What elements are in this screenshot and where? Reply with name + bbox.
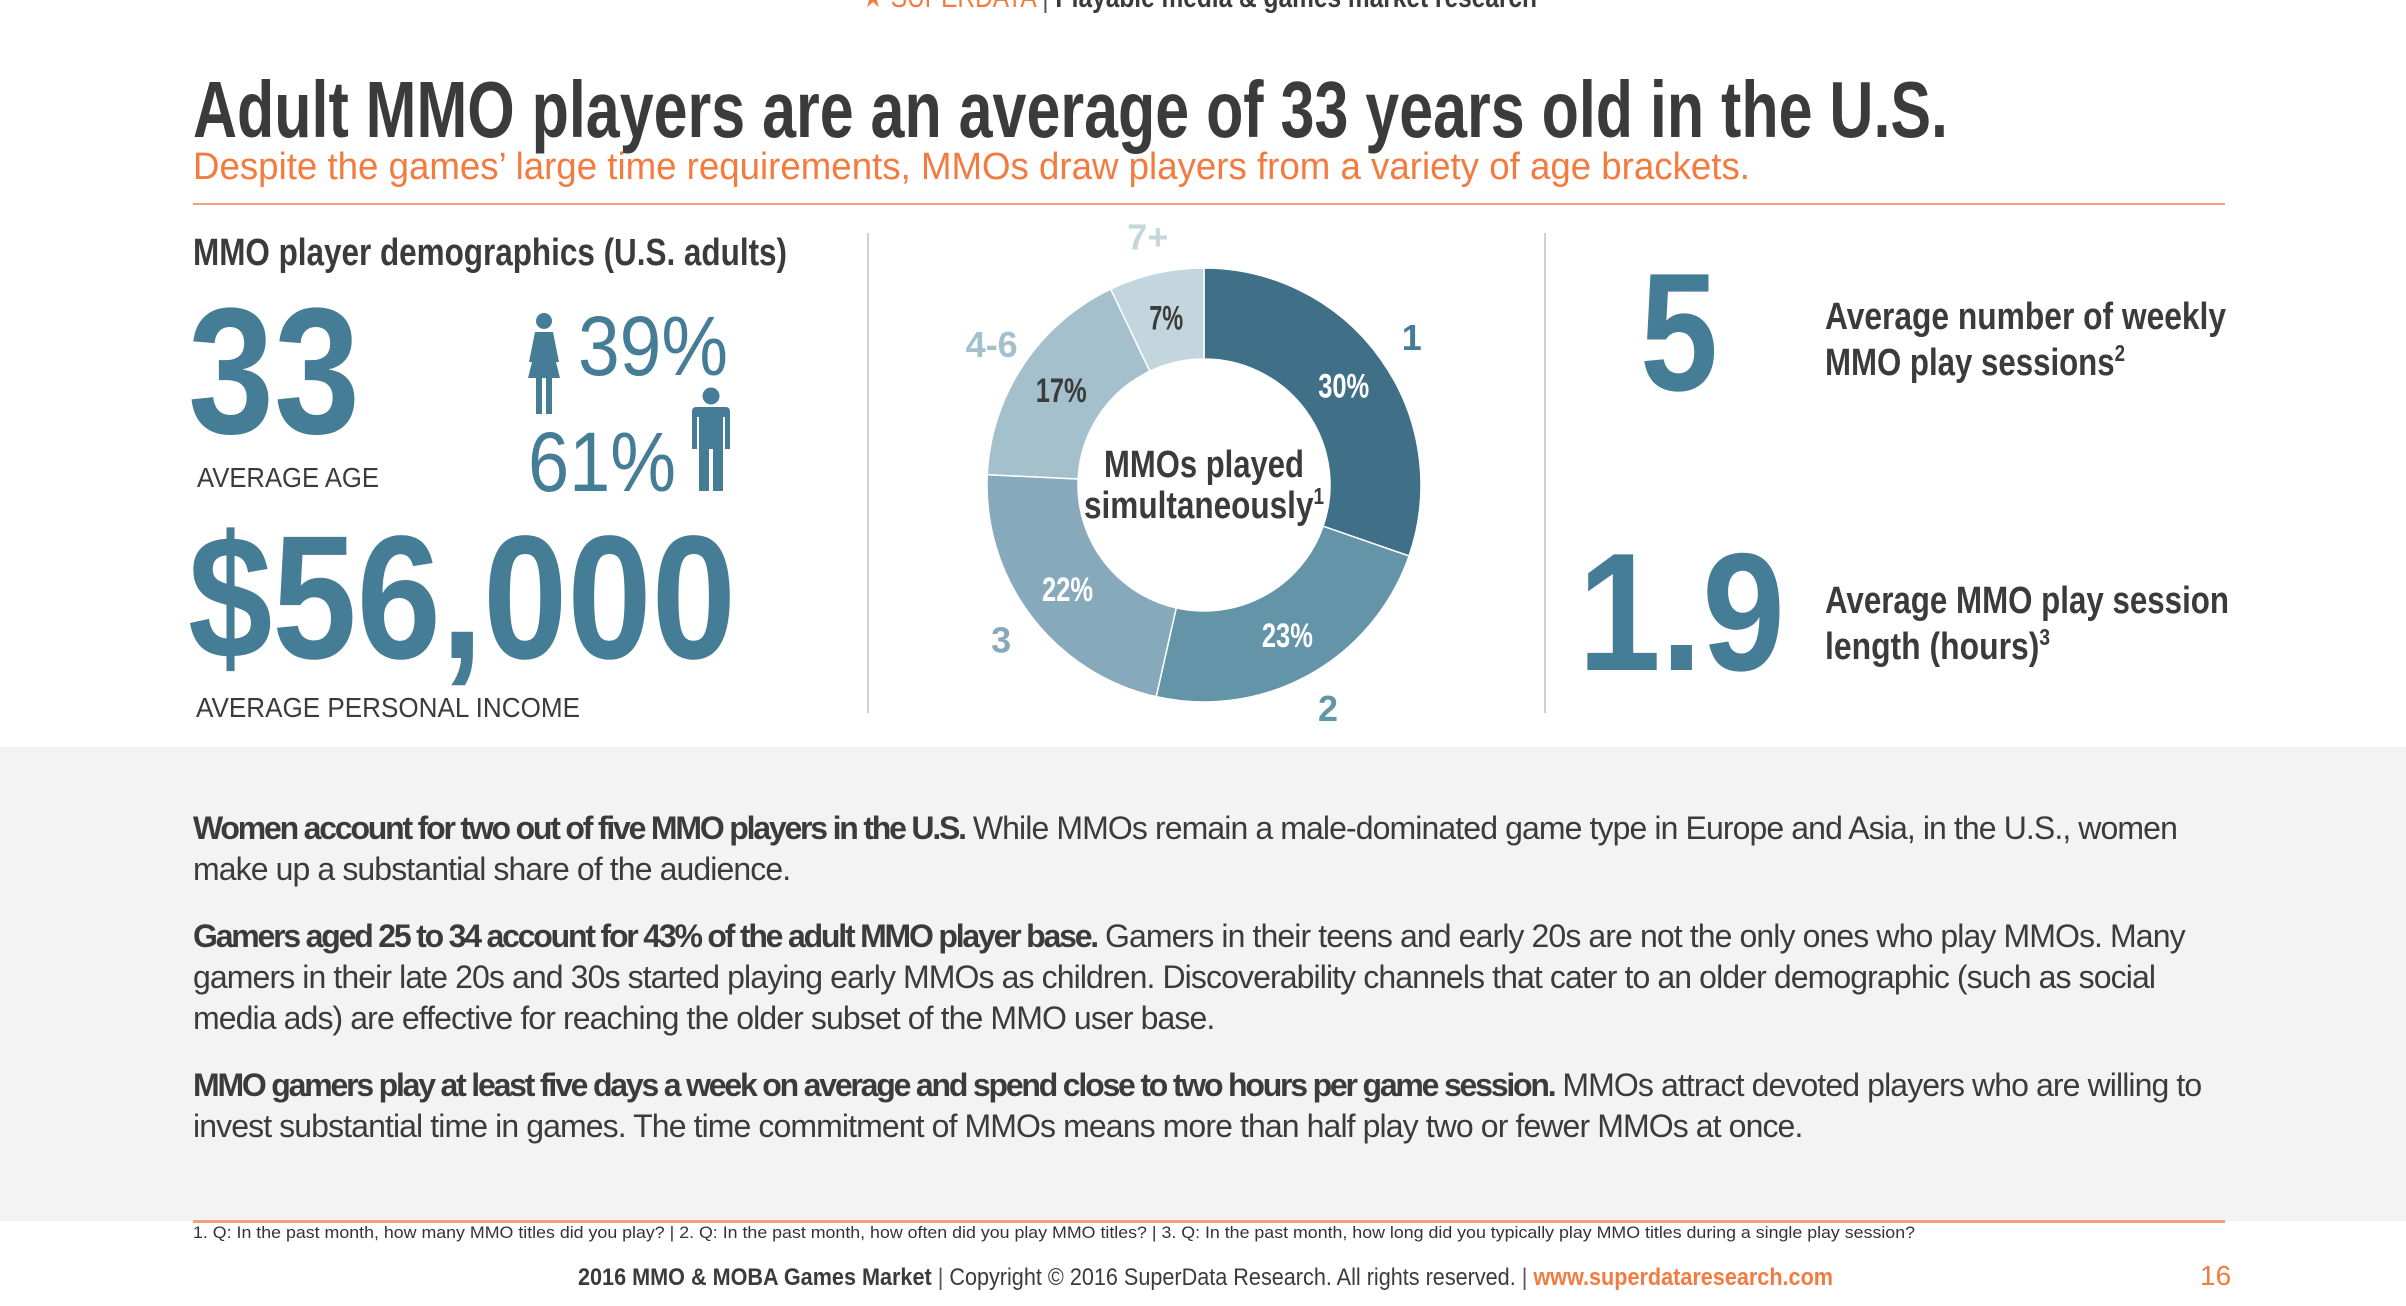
session-length-value: 1.9 bbox=[1578, 518, 1785, 706]
brand-name: SUPERDATA bbox=[891, 0, 1036, 14]
donut-category-label: 4-6 bbox=[966, 324, 1018, 365]
donut-value-label: 17% bbox=[1036, 372, 1087, 410]
donut-value-label: 23% bbox=[1262, 617, 1313, 655]
insight-lead: Women account for two out of five MMO pl… bbox=[193, 810, 967, 846]
title-rule bbox=[193, 203, 2225, 205]
insight-paragraph: MMO gamers play at least five days a wee… bbox=[193, 1065, 2223, 1147]
donut-value-label: 30% bbox=[1318, 368, 1369, 406]
column-divider bbox=[867, 233, 869, 713]
donut-category-label: 3 bbox=[991, 619, 1011, 660]
average-income-label: AVERAGE PERSONAL INCOME bbox=[196, 692, 580, 723]
page-title: Adult MMO players are an average of 33 y… bbox=[193, 65, 1948, 154]
session-length-label-line2: length (hours)3 bbox=[1825, 624, 2050, 668]
donut-slice-2 bbox=[1155, 525, 1411, 703]
average-age-value: 33 bbox=[188, 271, 360, 472]
footnote-marker: 3 bbox=[2039, 624, 2050, 650]
demographics-heading: MMO player demographics (U.S. adults) bbox=[193, 232, 787, 274]
page-number: 16 bbox=[2200, 1260, 2232, 1291]
insights-band bbox=[0, 747, 2406, 1221]
average-age-label: AVERAGE AGE bbox=[197, 462, 379, 493]
footnote-marker: 2 bbox=[2114, 340, 2125, 366]
header-tagline: Playable media & games market research bbox=[1055, 0, 1537, 14]
female-percentage: 39% bbox=[578, 299, 728, 393]
insight-lead: MMO gamers play at least five days a wee… bbox=[193, 1067, 1557, 1103]
weekly-sessions-label-line2: MMO play sessions2 bbox=[1825, 340, 2125, 384]
donut-center-title: MMOs played bbox=[1104, 444, 1304, 486]
footer-separator: | bbox=[937, 1264, 944, 1291]
insights: Women account for two out of five MMO pl… bbox=[193, 808, 2223, 1173]
star-icon: ★ bbox=[862, 0, 884, 14]
page-subtitle: Despite the games’ large time requiremen… bbox=[193, 146, 1750, 188]
weekly-sessions-label: Average number of weekly bbox=[1825, 296, 2226, 338]
copyright: Copyright © 2016 SuperData Research. All… bbox=[949, 1264, 1516, 1291]
session-length-label: Average MMO play session bbox=[1825, 580, 2229, 622]
weekly-sessions-value: 5 bbox=[1640, 238, 1718, 426]
footnote-rule bbox=[193, 1220, 2225, 1223]
insight-text: Gamers in their teens and early 20s are … bbox=[193, 918, 2186, 1036]
insight-paragraph: Gamers aged 25 to 34 account for 43% of … bbox=[193, 916, 2223, 1039]
insight-lead: Gamers aged 25 to 34 account for 43% of … bbox=[193, 918, 1099, 954]
report-name: 2016 MMO & MOBA Games Market bbox=[578, 1264, 932, 1291]
footer: 2016 MMO & MOBA Games Market | Copyright… bbox=[578, 1266, 1971, 1290]
header: ★ SUPERDATA | Playable media & games mar… bbox=[862, 0, 1689, 15]
insight-text: While MMOs remain a male-dominated game … bbox=[193, 810, 2178, 887]
donut-center-title-line2: simultaneously1 bbox=[1084, 483, 1324, 527]
footnotes: 1. Q: In the past month, how many MMO ti… bbox=[193, 1223, 1915, 1242]
male-percentage: 61% bbox=[528, 415, 676, 509]
donut-category-label: 7+ bbox=[1127, 216, 1168, 257]
donut-slice-7+ bbox=[1109, 267, 1205, 373]
male-person-icon bbox=[692, 387, 730, 491]
website-link[interactable]: www.superdataresearch.com bbox=[1533, 1264, 1833, 1291]
average-income-value: $56,000 bbox=[188, 500, 736, 696]
donut-category-label: 2 bbox=[1318, 688, 1338, 729]
insight-text: MMOs attract devoted players who are wil… bbox=[193, 1067, 2202, 1144]
footer-separator: | bbox=[1521, 1264, 1528, 1291]
female-person-icon bbox=[528, 313, 560, 414]
header-separator: | bbox=[1042, 0, 1048, 14]
donut-value-label: 7% bbox=[1149, 300, 1183, 338]
column-divider bbox=[1544, 233, 1546, 713]
footnote-marker: 1 bbox=[1313, 483, 1324, 509]
donut-category-label: 1 bbox=[1402, 317, 1422, 358]
insight-paragraph: Women account for two out of five MMO pl… bbox=[193, 808, 2223, 890]
donut-value-label: 22% bbox=[1042, 571, 1093, 609]
